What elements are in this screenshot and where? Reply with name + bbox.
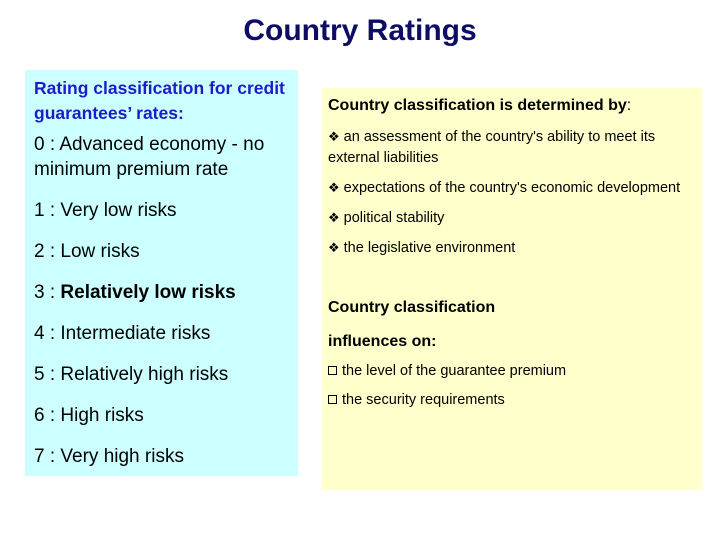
diamond-bullet-icon: ❖ <box>328 129 340 144</box>
rating-prefix: 4 : <box>34 323 61 344</box>
influence-bullet: the level of the guarantee premium <box>328 361 692 382</box>
rating-item-4: 4 : Intermediate risks <box>34 321 290 346</box>
criteria-heading-text: Country classification is determined by <box>328 97 627 114</box>
rating-item-5: 5 : Relatively high risks <box>34 362 290 387</box>
rating-label: Advanced economy - no minimum premium ra… <box>34 134 265 180</box>
page-title: Country Ratings <box>243 14 477 47</box>
rating-label: Intermediate risks <box>60 323 211 344</box>
classification-criteria-panel: Country classification is determined by:… <box>322 88 702 490</box>
influence-subheading: influences on: <box>328 333 437 350</box>
criteria-bullet: ❖ political stability <box>328 207 692 229</box>
rating-label: Very high risks <box>60 446 184 467</box>
criteria-bullet-text: the legislative environment <box>343 240 516 256</box>
rating-prefix: 6 : <box>34 405 61 426</box>
influence-bullet: the security requirements <box>328 390 692 411</box>
criteria-bullet-text: an assessment of the country's ability t… <box>328 129 656 166</box>
rating-heading: Rating classification for credit guarant… <box>34 78 285 123</box>
criteria-bullet-text: political stability <box>343 210 445 226</box>
rating-item-3: 3 : Relatively low risks <box>34 280 290 305</box>
rating-label: High risks <box>60 405 144 426</box>
rating-prefix: 1 : <box>34 200 61 221</box>
rating-item-7: 7 : Very high risks <box>34 444 290 469</box>
square-bullet-icon <box>328 395 337 404</box>
criteria-bullet: ❖ expectations of the country's economic … <box>328 177 692 199</box>
rating-item-0: 0 : Advanced economy - no minimum premiu… <box>34 132 290 182</box>
influence-heading: Country classification <box>328 299 496 316</box>
rating-prefix: 7 : <box>34 446 61 467</box>
rating-label: Low risks <box>60 241 140 262</box>
criteria-bullet: ❖ the legislative environment <box>328 237 692 259</box>
rating-prefix: 5 : <box>34 364 61 385</box>
rating-label: Relatively low risks <box>60 282 236 303</box>
rating-classification-panel: Rating classification for credit guarant… <box>25 70 298 476</box>
criteria-heading-colon: : <box>626 97 632 114</box>
rating-prefix: 0 : <box>34 134 60 155</box>
rating-prefix: 2 : <box>34 241 61 262</box>
rating-label: Relatively high risks <box>60 364 229 385</box>
influence-bullet-text: the level of the guarantee premium <box>342 363 567 379</box>
criteria-heading: Country classification is determined by: <box>328 94 692 118</box>
rating-prefix: 3 : <box>34 282 61 303</box>
rating-label: Very low risks <box>60 200 177 221</box>
influence-bullet-text: the security requirements <box>342 392 505 408</box>
diamond-bullet-icon: ❖ <box>328 210 340 225</box>
criteria-bullet: ❖ an assessment of the country's ability … <box>328 126 692 169</box>
rating-item-2: 2 : Low risks <box>34 239 290 264</box>
diamond-bullet-icon: ❖ <box>328 240 340 255</box>
square-bullet-icon <box>328 366 337 375</box>
criteria-bullet-text: expectations of the country's economic d… <box>343 180 681 196</box>
diamond-bullet-icon: ❖ <box>328 180 340 195</box>
rating-item-1: 1 : Very low risks <box>34 198 290 223</box>
rating-item-6: 6 : High risks <box>34 403 290 428</box>
